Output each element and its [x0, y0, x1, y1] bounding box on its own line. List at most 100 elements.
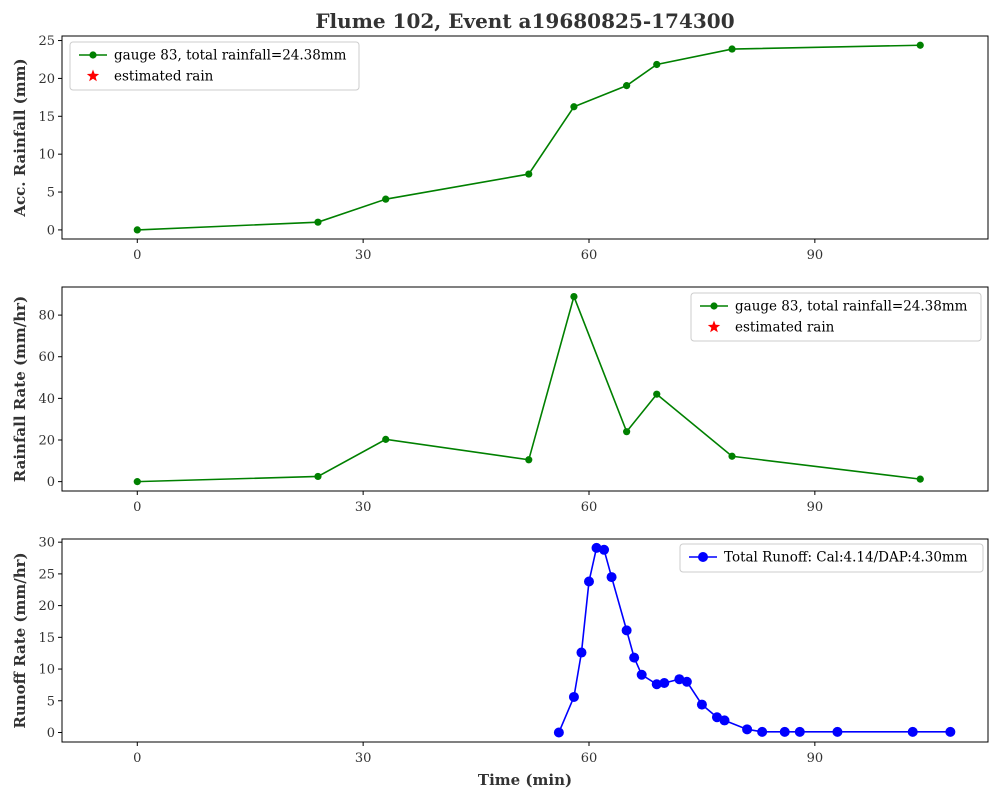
figure-title: Flume 102, Event a19680825-174300 [315, 9, 734, 33]
x-tick-label: 60 [581, 248, 598, 263]
legend-box [69, 41, 360, 91]
legend-star-marker [707, 320, 721, 333]
legend-box [690, 292, 982, 342]
y-tick-label: 20 [38, 72, 55, 87]
data-point [711, 712, 722, 723]
data-point [570, 292, 578, 301]
data-point [599, 544, 610, 555]
data-point [659, 678, 670, 689]
data-point [629, 652, 640, 663]
x-tick-label: 30 [355, 248, 372, 263]
y-tick-label: 25 [38, 34, 55, 49]
data-point [728, 452, 736, 460]
y-tick-label: 80 [38, 309, 55, 324]
x-tick-label: 90 [807, 751, 824, 766]
data-point [757, 726, 768, 737]
data-point [576, 647, 587, 658]
plot-frame [61, 538, 989, 743]
panels: 0 30 60 90 0 5 10 15 20 25 Acc. Rainfall (mm) gauge… [11, 34, 989, 766]
data-point [636, 669, 647, 680]
y-axis-label: Rainfall Rate (mm/hr) [11, 296, 29, 482]
data-point [133, 478, 141, 486]
x-tick-label: 60 [581, 500, 598, 515]
legend-label: estimated rain [735, 320, 835, 336]
y-tick-label: 20 [38, 599, 55, 614]
data-point [133, 226, 141, 234]
legend: gauge 83, total rainfall=24.38mm estimate… [690, 292, 982, 342]
y-tick-label: 5 [47, 694, 55, 709]
data-point [832, 726, 843, 737]
data-point [945, 726, 956, 737]
x-tick-label: 60 [581, 751, 598, 766]
data-point [728, 45, 736, 53]
data-point [653, 60, 661, 69]
data-point [794, 726, 805, 737]
y-tick-label: 15 [38, 110, 55, 125]
legend-box [679, 543, 984, 573]
data-point [525, 170, 533, 178]
data-point [606, 572, 617, 583]
y-tick-label: 15 [38, 631, 55, 646]
data-point [674, 674, 685, 685]
plot-frame [61, 35, 989, 240]
panel-3: 0 30 60 90 0 5 10 15 20 25 30 Runoff Rate (mm/hr) To… [11, 536, 989, 766]
panel-1: 0 30 60 90 0 5 10 15 20 25 Acc. Rainfall (mm) gauge… [11, 34, 989, 263]
y-tick-label: 40 [38, 392, 55, 407]
data-point [570, 103, 578, 111]
x-tick-label: 90 [807, 500, 824, 515]
y-tick-label: 30 [38, 536, 55, 551]
legend-marker [89, 51, 97, 59]
data-point [583, 576, 594, 587]
data-point [681, 676, 692, 687]
data-point [591, 542, 602, 553]
x-tick-label: 0 [133, 500, 141, 515]
data-point [314, 472, 322, 481]
data-point [525, 456, 533, 464]
data-point [382, 435, 390, 443]
data-point [553, 727, 564, 738]
data-point [623, 428, 631, 436]
data-point [779, 726, 790, 737]
y-tick-label: 25 [38, 567, 55, 582]
data-point [314, 218, 322, 226]
data-point [742, 724, 753, 735]
legend-label: gauge 83, total rainfall=24.38mm [735, 299, 968, 315]
y-tick-label: 0 [47, 726, 55, 741]
x-axis-label: Time (min) [478, 771, 572, 789]
data-point [719, 715, 730, 726]
data-point [916, 475, 924, 483]
y-tick-label: 5 [47, 186, 55, 201]
y-tick-label: 10 [38, 663, 55, 678]
y-tick-label: 20 [38, 434, 55, 449]
legend-marker [698, 552, 708, 562]
y-tick-label: 0 [47, 475, 55, 490]
data-point [907, 726, 918, 737]
data-point [568, 691, 579, 702]
y-tick-label: 0 [47, 223, 55, 238]
x-tick-label: 0 [133, 248, 141, 263]
legend-star-marker [86, 69, 100, 82]
data-point [621, 625, 632, 636]
x-tick-label: 90 [807, 248, 824, 263]
y-tick-label: 10 [38, 148, 55, 163]
data-point [651, 679, 662, 690]
plot-frame [61, 286, 989, 492]
legend-marker [710, 302, 718, 310]
data-point [653, 390, 661, 398]
panel-2: 0 30 60 90 0 20 40 60 80 Rainfall Rate (mm/hr) gau… [11, 286, 989, 515]
y-tick-label: 60 [38, 350, 55, 365]
legend: gauge 83, total rainfall=24.38mm estimate… [69, 41, 360, 91]
y-axis-label: Acc. Rainfall (mm) [11, 58, 29, 217]
y-axis-label: Runoff Rate (mm/hr) [11, 552, 29, 728]
data-point [623, 82, 631, 90]
legend-label: gauge 83, total rainfall=24.38mm [114, 48, 347, 64]
series-line-1 [558, 546, 951, 733]
legend-label: estimated rain [114, 69, 214, 85]
x-tick-label: 30 [355, 751, 372, 766]
x-tick-label: 30 [355, 500, 372, 515]
legend: Total Runoff: Cal:4.14/DAP:4.30mm [679, 543, 984, 573]
x-tick-label: 0 [133, 751, 141, 766]
data-point [916, 41, 924, 49]
data-point [696, 699, 707, 710]
